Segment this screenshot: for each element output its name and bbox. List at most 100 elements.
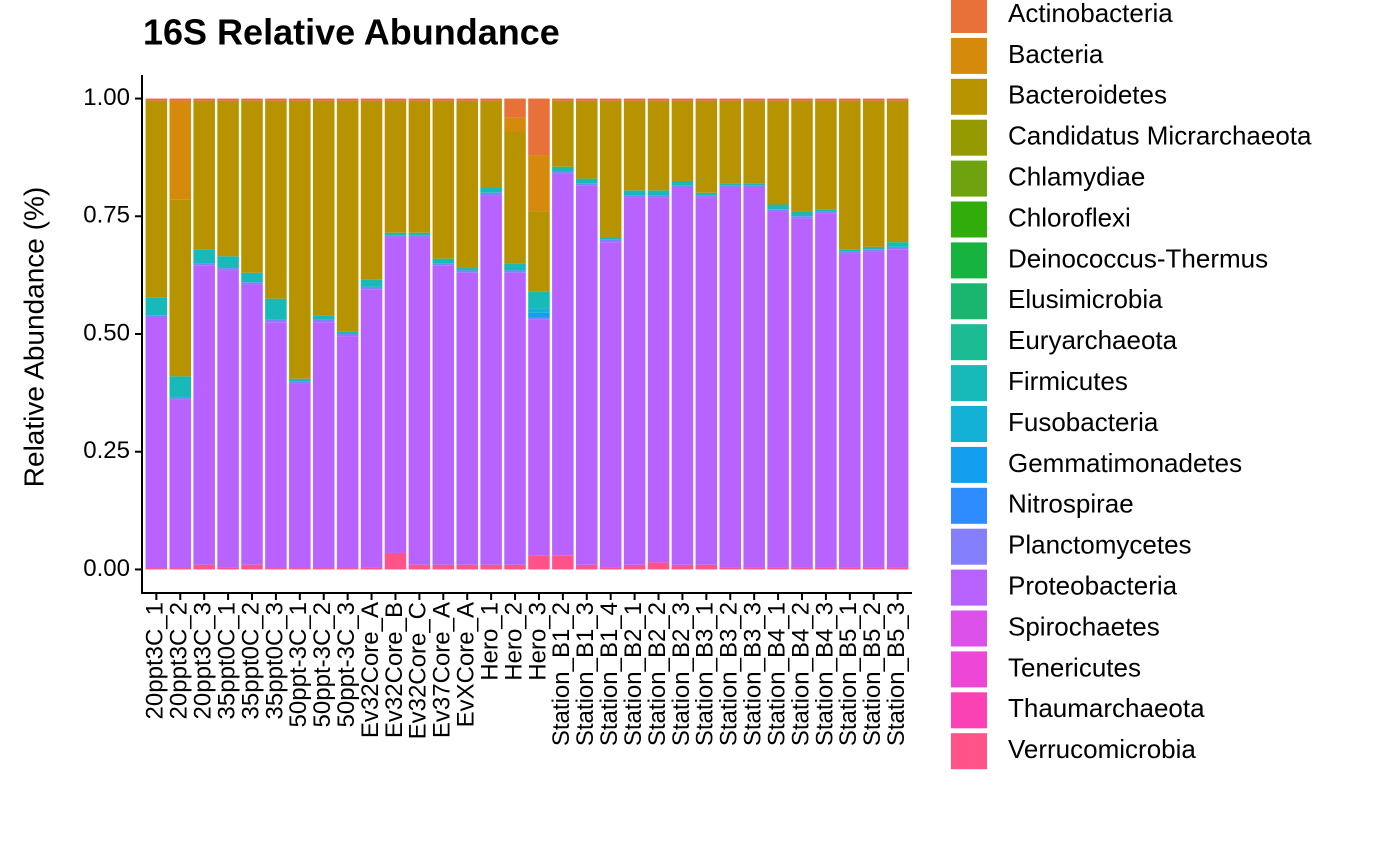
bar-segment (336, 331, 359, 334)
bar-segment (647, 197, 670, 563)
bar-segment (145, 568, 168, 570)
bar-segment (767, 204, 789, 210)
bar-segment (839, 100, 861, 250)
bar-segment (289, 381, 311, 384)
x-tick-label: 20ppt3C_3 (190, 602, 217, 719)
bar-segment (432, 258, 455, 264)
bar-segment (791, 216, 813, 219)
bar-segment (599, 98, 622, 101)
bar-segment (862, 100, 885, 247)
legend-label: Deinococcus-Thermus (1008, 243, 1268, 273)
bar-segment (528, 211, 550, 292)
y-tick-label: 0.25 (83, 437, 130, 464)
legend-swatch (951, 365, 987, 402)
bar-segment (504, 272, 526, 565)
bar-segment (384, 98, 407, 101)
x-tick-label: Station_B1_2 (548, 602, 575, 746)
bar-segment (408, 98, 431, 101)
bar-segment (552, 173, 574, 556)
x-tick-label: Hero_1 (476, 602, 503, 681)
bar-segment (576, 178, 598, 184)
bar-segment (815, 213, 837, 568)
bar-segment (408, 564, 431, 570)
bar-segment (456, 564, 478, 570)
bar-segment (862, 567, 885, 570)
legend-swatch (951, 324, 987, 361)
bar-segment (432, 564, 455, 570)
x-tick-label: Ev37Core_A (429, 602, 456, 738)
legend-swatch (951, 0, 987, 33)
bar-segment (886, 567, 909, 570)
bar-segment (647, 195, 670, 198)
bar-segment (886, 242, 909, 247)
x-tick-label: Station_B2_2 (644, 602, 671, 746)
legend-label: Thaumarchaeota (1008, 693, 1205, 723)
bar-segment (241, 564, 263, 570)
legend-label: Euryarchaeota (1008, 325, 1178, 355)
bar-segment (862, 246, 885, 250)
bar-segment (169, 98, 192, 101)
bar-segment (719, 183, 742, 186)
bar-segment (241, 100, 263, 273)
x-tick-label: EvXCore_A (453, 602, 480, 727)
x-tick-label: Hero_3 (524, 602, 551, 681)
bar-segment (671, 180, 694, 186)
bar-segment (528, 98, 550, 156)
legend-label: Bacteroidetes (1008, 80, 1167, 110)
bar-segment (289, 568, 311, 570)
bar-segment (193, 100, 215, 250)
bar-segment (217, 98, 239, 101)
x-tick-label: Hero_2 (500, 602, 527, 681)
bar-segment (312, 568, 335, 570)
bar-segment (791, 218, 813, 568)
bar-segment (384, 100, 407, 233)
bar-segment (432, 263, 455, 266)
bar-segment (265, 98, 287, 101)
bar-segment (528, 291, 550, 309)
y-tick-label: 0.75 (83, 202, 130, 229)
x-tick-label: Ev32Core_B (381, 602, 408, 738)
bar-segment (576, 183, 598, 186)
bar-segment (552, 555, 574, 570)
bar-segment (480, 192, 502, 196)
x-tick-label: 20ppt3C_2 (166, 602, 193, 719)
bar-segment (360, 98, 383, 101)
bar-segment (791, 567, 813, 570)
x-tick-label: 50ppt-3C_3 (333, 602, 360, 727)
bar-segment (862, 249, 885, 252)
legend-label: Chloroflexi (1008, 202, 1131, 232)
bar-segment (336, 100, 359, 332)
bar-segment (193, 98, 215, 101)
bar-segment (360, 289, 383, 568)
bar-segment (552, 100, 574, 167)
legend-swatch (951, 283, 987, 320)
bar-segment (767, 98, 789, 101)
bar-segment (336, 568, 359, 570)
bar-segment (528, 555, 550, 570)
legend-swatch (951, 37, 987, 74)
bar-segment (169, 376, 192, 398)
bar-segment (623, 100, 646, 191)
legend-label: Nitrospirae (1008, 489, 1134, 519)
bar-segment (815, 209, 837, 212)
legend-swatch (951, 446, 987, 483)
bar-segment (408, 237, 431, 565)
bar-segment (743, 100, 765, 184)
bar-segment (576, 98, 598, 101)
bar-segment (145, 315, 168, 318)
bar-segment (623, 197, 646, 565)
bar-segment (241, 282, 263, 285)
bar-segment (552, 171, 574, 174)
bar-segment (145, 317, 168, 569)
bar-segment (695, 98, 718, 101)
bar-segment (719, 100, 742, 184)
bar-segment (504, 270, 526, 273)
bar-segment (862, 251, 885, 568)
bar-segment (265, 319, 287, 323)
bar-segment (360, 279, 383, 287)
bar-segment (169, 399, 192, 569)
bar-segment (647, 98, 670, 101)
bar-segment (839, 567, 861, 570)
bar-segment (312, 319, 335, 323)
